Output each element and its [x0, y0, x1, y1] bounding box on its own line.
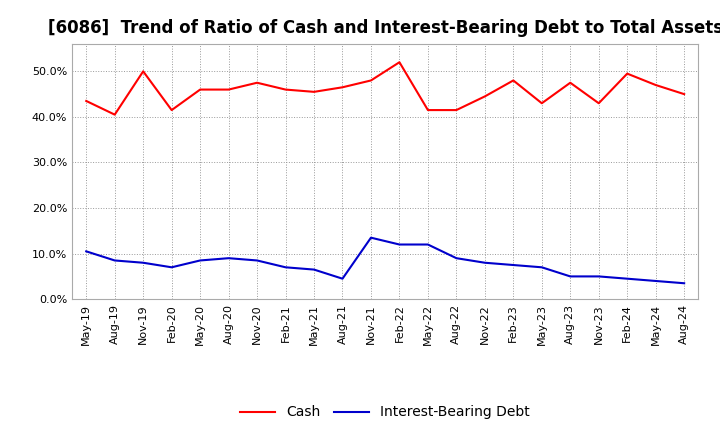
Interest-Bearing Debt	[566, 274, 575, 279]
Cash	[566, 80, 575, 85]
Interest-Bearing Debt	[338, 276, 347, 281]
Interest-Bearing Debt	[139, 260, 148, 265]
Cash	[167, 107, 176, 113]
Cash	[225, 87, 233, 92]
Cash	[423, 107, 432, 113]
Cash	[253, 80, 261, 85]
Cash	[537, 101, 546, 106]
Cash	[82, 98, 91, 103]
Interest-Bearing Debt	[623, 276, 631, 281]
Cash	[366, 78, 375, 83]
Cash	[139, 69, 148, 74]
Cash	[310, 89, 318, 95]
Interest-Bearing Debt	[82, 249, 91, 254]
Cash	[652, 82, 660, 88]
Title: [6086]  Trend of Ratio of Cash and Interest-Bearing Debt to Total Assets: [6086] Trend of Ratio of Cash and Intere…	[48, 19, 720, 37]
Interest-Bearing Debt	[452, 256, 461, 261]
Interest-Bearing Debt	[167, 265, 176, 270]
Cash	[452, 107, 461, 113]
Interest-Bearing Debt	[110, 258, 119, 263]
Interest-Bearing Debt	[366, 235, 375, 240]
Line: Cash: Cash	[86, 62, 684, 115]
Interest-Bearing Debt	[225, 256, 233, 261]
Cash	[623, 71, 631, 76]
Interest-Bearing Debt	[310, 267, 318, 272]
Line: Interest-Bearing Debt: Interest-Bearing Debt	[86, 238, 684, 283]
Interest-Bearing Debt	[282, 265, 290, 270]
Cash	[509, 78, 518, 83]
Cash	[595, 101, 603, 106]
Interest-Bearing Debt	[423, 242, 432, 247]
Legend: Cash, Interest-Bearing Debt: Cash, Interest-Bearing Debt	[235, 400, 536, 425]
Cash	[110, 112, 119, 117]
Interest-Bearing Debt	[480, 260, 489, 265]
Cash	[480, 94, 489, 99]
Cash	[196, 87, 204, 92]
Interest-Bearing Debt	[537, 265, 546, 270]
Cash	[680, 92, 688, 97]
Interest-Bearing Debt	[509, 262, 518, 268]
Interest-Bearing Debt	[196, 258, 204, 263]
Interest-Bearing Debt	[253, 258, 261, 263]
Interest-Bearing Debt	[680, 281, 688, 286]
Interest-Bearing Debt	[595, 274, 603, 279]
Interest-Bearing Debt	[652, 279, 660, 284]
Cash	[282, 87, 290, 92]
Cash	[395, 59, 404, 65]
Interest-Bearing Debt	[395, 242, 404, 247]
Cash	[338, 84, 347, 90]
